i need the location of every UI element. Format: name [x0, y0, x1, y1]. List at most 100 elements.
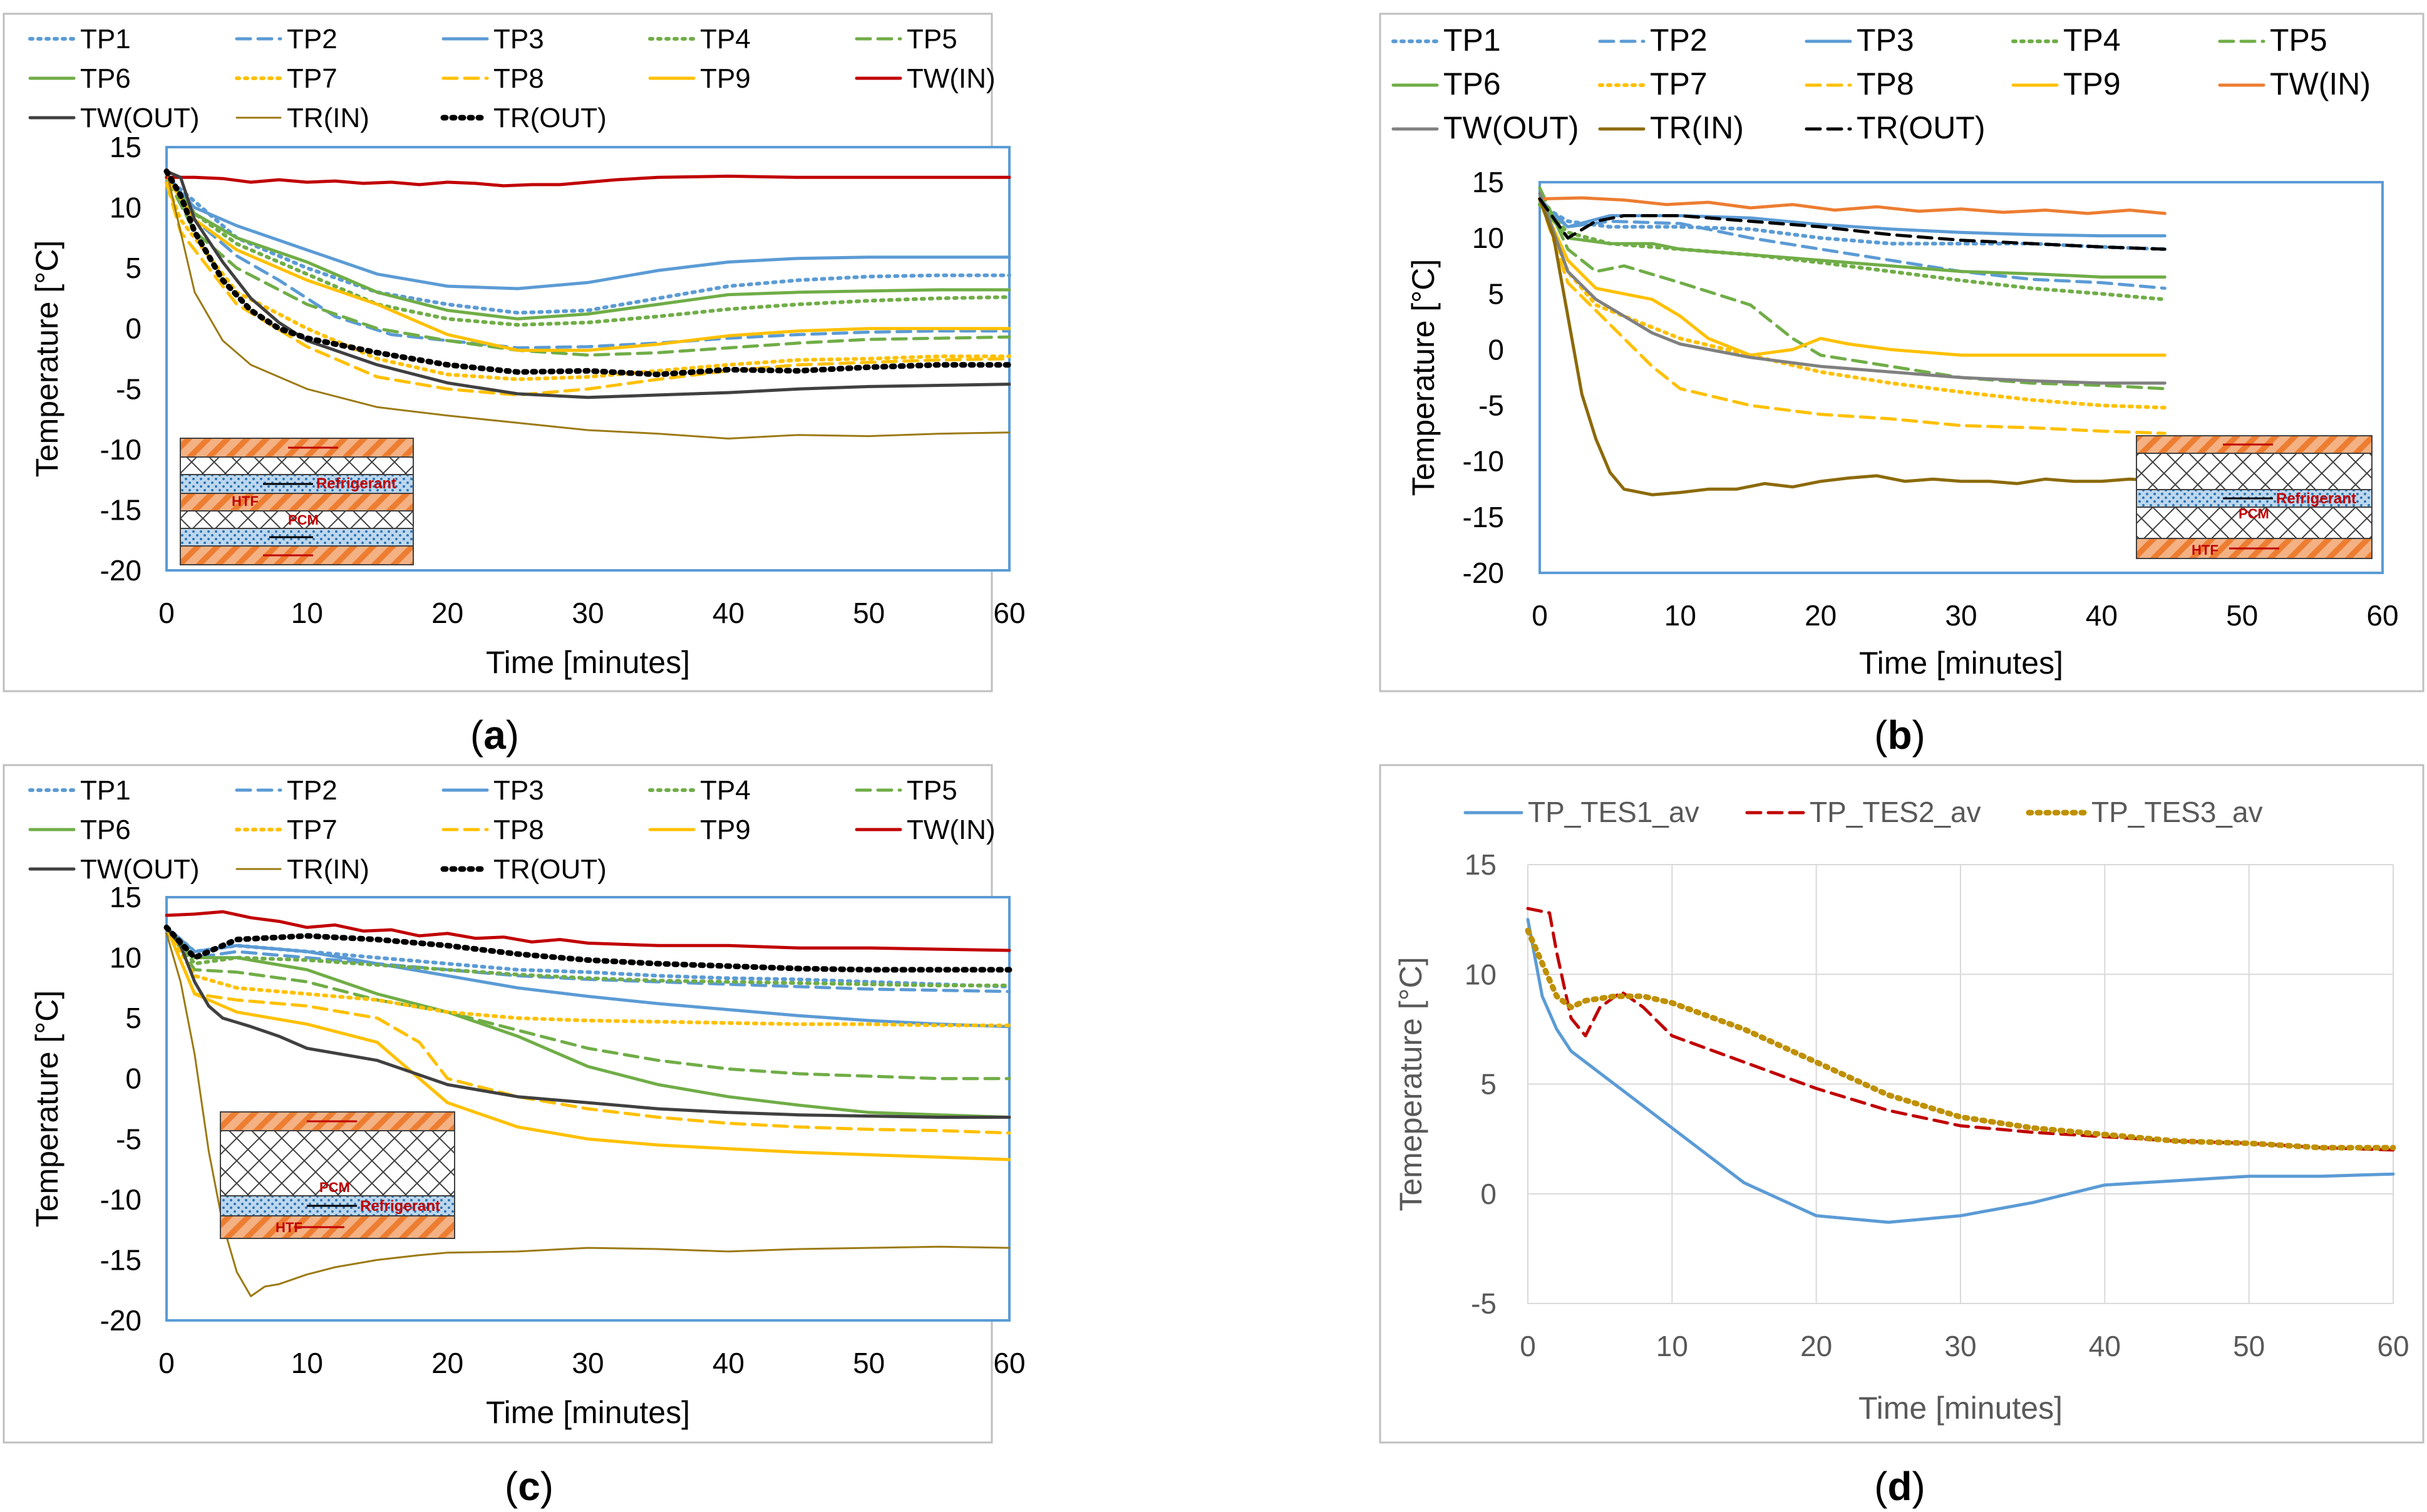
series-line-d-tp-tes3-av — [1525, 927, 2396, 1151]
series-line-c-tp3 — [165, 925, 1011, 1029]
legend-label-a-tp3: TP3 — [493, 24, 544, 54]
series-line-c-tp5 — [165, 925, 1011, 1081]
inset-diagram-c: Refrigerant PCM HTF — [220, 1111, 455, 1239]
series-line-a-tp6 — [165, 175, 1011, 321]
xtick-label-a-0: 0 — [158, 597, 175, 629]
series-line-a-tr-out — [163, 168, 1013, 378]
xtick-label-b-5: 50 — [2226, 599, 2258, 632]
xtick-label-c-2: 20 — [431, 1347, 463, 1379]
inset-label-pcm-c: PCM — [319, 1180, 350, 1195]
legend-d: TP_TES1_av TP_TES2_av TP_TES3_av — [1463, 796, 2263, 828]
ytick-label-c-2: 5 — [125, 1002, 142, 1034]
series-line-a-tr-in — [165, 170, 1011, 440]
ytick-label-a-6: -15 — [100, 493, 142, 526]
ytick-label-a-5: -10 — [100, 433, 142, 466]
legend-label-c-tw-in: TW(IN) — [907, 815, 996, 845]
xtick-label-a-2: 20 — [431, 597, 463, 629]
series-line-a-tp5 — [165, 175, 1011, 357]
ytick-label-c-1: 10 — [110, 942, 142, 974]
inset-diagram-b: Refrigerant PCM HTF — [2136, 435, 2373, 559]
legend-label-c-tp4: TP4 — [700, 775, 751, 806]
y-axis-title-a: Temperature [°C] — [29, 240, 64, 477]
ytick-label-b-4: -5 — [1478, 389, 1504, 422]
ytick-label-c-6: -15 — [100, 1243, 142, 1276]
xtick-label-d-6: 60 — [2377, 1330, 2409, 1362]
x-axis-title-d: Time [minutes] — [1858, 1391, 2063, 1426]
ytick-label-d-4: -5 — [1471, 1287, 1497, 1320]
inset-diagram-a: Refrigerant HTF PCM — [180, 438, 414, 565]
xtick-label-c-1: 10 — [291, 1347, 323, 1379]
xtick-label-a-6: 60 — [993, 597, 1025, 629]
series-line-b-tp6 — [1538, 203, 2167, 279]
legend-c: TP1 TP2 TP3 TP4 TP5 TP6 TP7 TP8 TP9 TW(IN) TW(OUT)… — [28, 775, 996, 885]
xtick-label-c-4: 40 — [713, 1347, 745, 1379]
legend-label-c-tp2: TP2 — [287, 775, 338, 806]
caption-c: (c) — [505, 1464, 554, 1509]
series-line-b-tp9 — [1538, 197, 2167, 357]
xtick-label-d-5: 50 — [2233, 1330, 2265, 1362]
series-group-c — [163, 910, 1013, 1297]
inset-label-refrigerant-c: Refrigerant — [360, 1198, 440, 1215]
xtick-label-c-5: 50 — [853, 1347, 885, 1379]
ytick-label-a-4: -5 — [116, 373, 142, 405]
x-axis-title-b: Time [minutes] — [1859, 645, 2063, 681]
caption-a: (a) — [470, 712, 519, 758]
legend-label-b-tr-in: TR(IN) — [1650, 110, 1744, 145]
y-axis-title-d: Temeperature [°C] — [1393, 957, 1428, 1211]
legend-label-d-tp-tes1-av: TP_TES1_av — [1528, 796, 1699, 828]
ytick-label-d-3: 0 — [1480, 1178, 1497, 1210]
ytick-label-a-2: 5 — [125, 252, 142, 284]
legend-label-b-tp8: TP8 — [1857, 66, 1914, 101]
caption-b: (b) — [1874, 712, 1925, 758]
ytick-label-b-6: -15 — [1463, 501, 1504, 533]
legend-label-a-tp6: TP6 — [80, 63, 131, 94]
legend-label-b-tw-out: TW(OUT) — [1443, 110, 1579, 145]
xtick-label-c-3: 30 — [572, 1347, 604, 1379]
legend-label-c-tp3: TP3 — [493, 775, 544, 806]
series-line-c-tr-in — [165, 932, 1011, 1297]
xtick-label-d-0: 0 — [1520, 1330, 1536, 1362]
xtick-label-a-3: 30 — [572, 597, 604, 629]
series-line-a-tp8 — [165, 182, 1011, 397]
legend-label-c-tp9: TP9 — [700, 815, 751, 845]
legend-label-b-tp5: TP5 — [2270, 23, 2327, 58]
series-line-c-tp8 — [165, 925, 1011, 1135]
series-line-c-tw-out — [165, 925, 1011, 1119]
ytick-label-c-4: -5 — [116, 1123, 142, 1155]
xtick-label-b-1: 10 — [1664, 599, 1696, 632]
legend-label-a-tp9: TP9 — [700, 63, 751, 94]
inset-label-pcm: PCM — [288, 512, 319, 528]
legend-label-a-tw-in: TW(IN) — [907, 63, 996, 94]
legend-label-b-tp3: TP3 — [1857, 23, 1914, 58]
series-line-b-tp3 — [1538, 203, 2167, 238]
legend-b: TP1 TP2 TP3 TP4 TP5 TP6 TP7 TP8 TP9 TW(IN) TW(OUT)… — [1391, 23, 2371, 145]
series-line-b-tp5 — [1538, 186, 2167, 391]
legend-label-b-tp1: TP1 — [1443, 23, 1501, 58]
legend-label-b-tp2: TP2 — [1650, 23, 1708, 58]
caption-d: (d) — [1874, 1464, 1925, 1509]
legend-label-c-tr-in: TR(IN) — [287, 854, 369, 885]
inset-label-refrigerant-b: Refrigerant — [2276, 490, 2356, 507]
series-line-c-tp7 — [165, 925, 1011, 1027]
ytick-label-c-7: -20 — [100, 1304, 142, 1337]
legend-label-a-tp7: TP7 — [287, 63, 338, 94]
legend-label-a-tp2: TP2 — [287, 24, 338, 54]
xtick-label-d-1: 10 — [1656, 1330, 1688, 1362]
ytick-label-a-1: 10 — [110, 192, 142, 224]
x-axis-title-c: Time [minutes] — [486, 1395, 690, 1430]
xtick-label-a-1: 10 — [291, 597, 323, 629]
series-line-c-tp6 — [165, 925, 1011, 1119]
ytick-label-c-3: 0 — [125, 1062, 142, 1095]
ytick-label-b-1: 10 — [1472, 222, 1504, 254]
xtick-label-b-2: 20 — [1805, 599, 1837, 632]
series-line-b-tp8 — [1538, 197, 2167, 435]
legend-label-b-tr-out: TR(OUT) — [1857, 110, 1986, 145]
xtick-label-a-4: 40 — [713, 597, 745, 629]
y-axis-title-c: Temperature [°C] — [29, 990, 64, 1227]
legend-label-d-tp-tes2-av: TP_TES2_av — [1810, 796, 1981, 828]
series-line-c-tp9 — [165, 925, 1011, 1161]
legend-a: TP1 TP2 TP3 TP4 TP5 TP6 TP7 TP8 TP9 TW(IN) TW(OUT)… — [28, 24, 996, 133]
series-line-b-tr-out — [1538, 197, 2167, 251]
